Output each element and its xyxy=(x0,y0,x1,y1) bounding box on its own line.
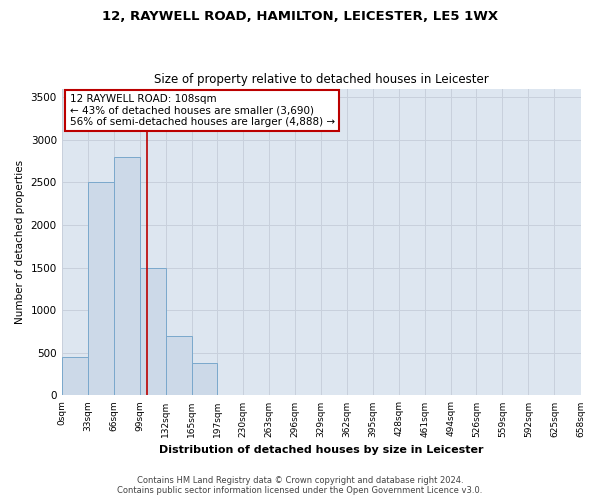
Bar xyxy=(140,268,166,396)
Y-axis label: Number of detached properties: Number of detached properties xyxy=(15,160,25,324)
Bar xyxy=(88,182,114,396)
Text: Contains HM Land Registry data © Crown copyright and database right 2024.
Contai: Contains HM Land Registry data © Crown c… xyxy=(118,476,482,495)
Text: 12 RAYWELL ROAD: 108sqm
← 43% of detached houses are smaller (3,690)
56% of semi: 12 RAYWELL ROAD: 108sqm ← 43% of detache… xyxy=(70,94,335,127)
Text: 12, RAYWELL ROAD, HAMILTON, LEICESTER, LE5 1WX: 12, RAYWELL ROAD, HAMILTON, LEICESTER, L… xyxy=(102,10,498,23)
Bar xyxy=(166,336,192,396)
Title: Size of property relative to detached houses in Leicester: Size of property relative to detached ho… xyxy=(154,73,488,86)
Bar xyxy=(62,357,88,396)
X-axis label: Distribution of detached houses by size in Leicester: Distribution of detached houses by size … xyxy=(159,445,484,455)
Bar xyxy=(114,157,140,396)
Bar xyxy=(192,364,217,396)
